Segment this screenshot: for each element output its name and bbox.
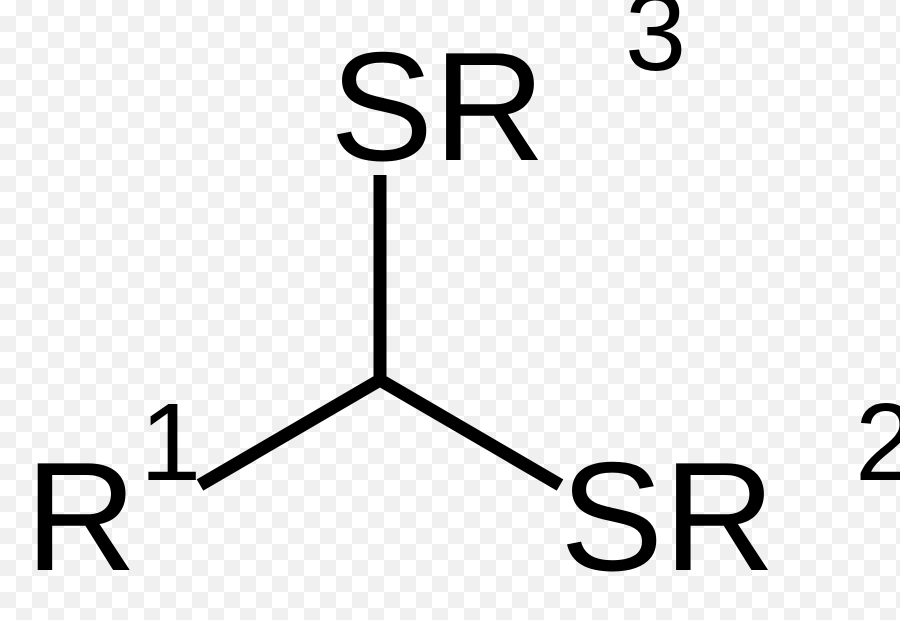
label-SR3-sup: 3: [625, 0, 686, 94]
labels-group: SR 3 R 1 SR 2: [25, 0, 900, 603]
label-R1-sup: 1: [140, 381, 201, 504]
bonds-group: [200, 175, 560, 485]
bond-to-SR2: [380, 380, 560, 485]
label-R1-base: R: [25, 430, 137, 603]
chemical-structure-diagram: SR 3 R 1 SR 2: [0, 0, 900, 620]
bond-to-R1: [200, 380, 380, 485]
label-SR2-sup: 2: [855, 381, 900, 504]
label-SR3-base: SR: [330, 20, 545, 193]
label-SR2-base: SR: [560, 430, 775, 603]
